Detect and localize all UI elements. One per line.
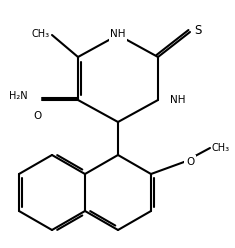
Text: H₂N: H₂N [9,91,28,101]
Text: O: O [186,157,194,167]
Text: NH: NH [110,29,126,39]
Text: S: S [194,25,201,37]
Text: O: O [34,111,42,121]
Text: NH: NH [170,95,185,105]
Text: CH₃: CH₃ [212,143,230,153]
Text: CH₃: CH₃ [32,29,50,39]
